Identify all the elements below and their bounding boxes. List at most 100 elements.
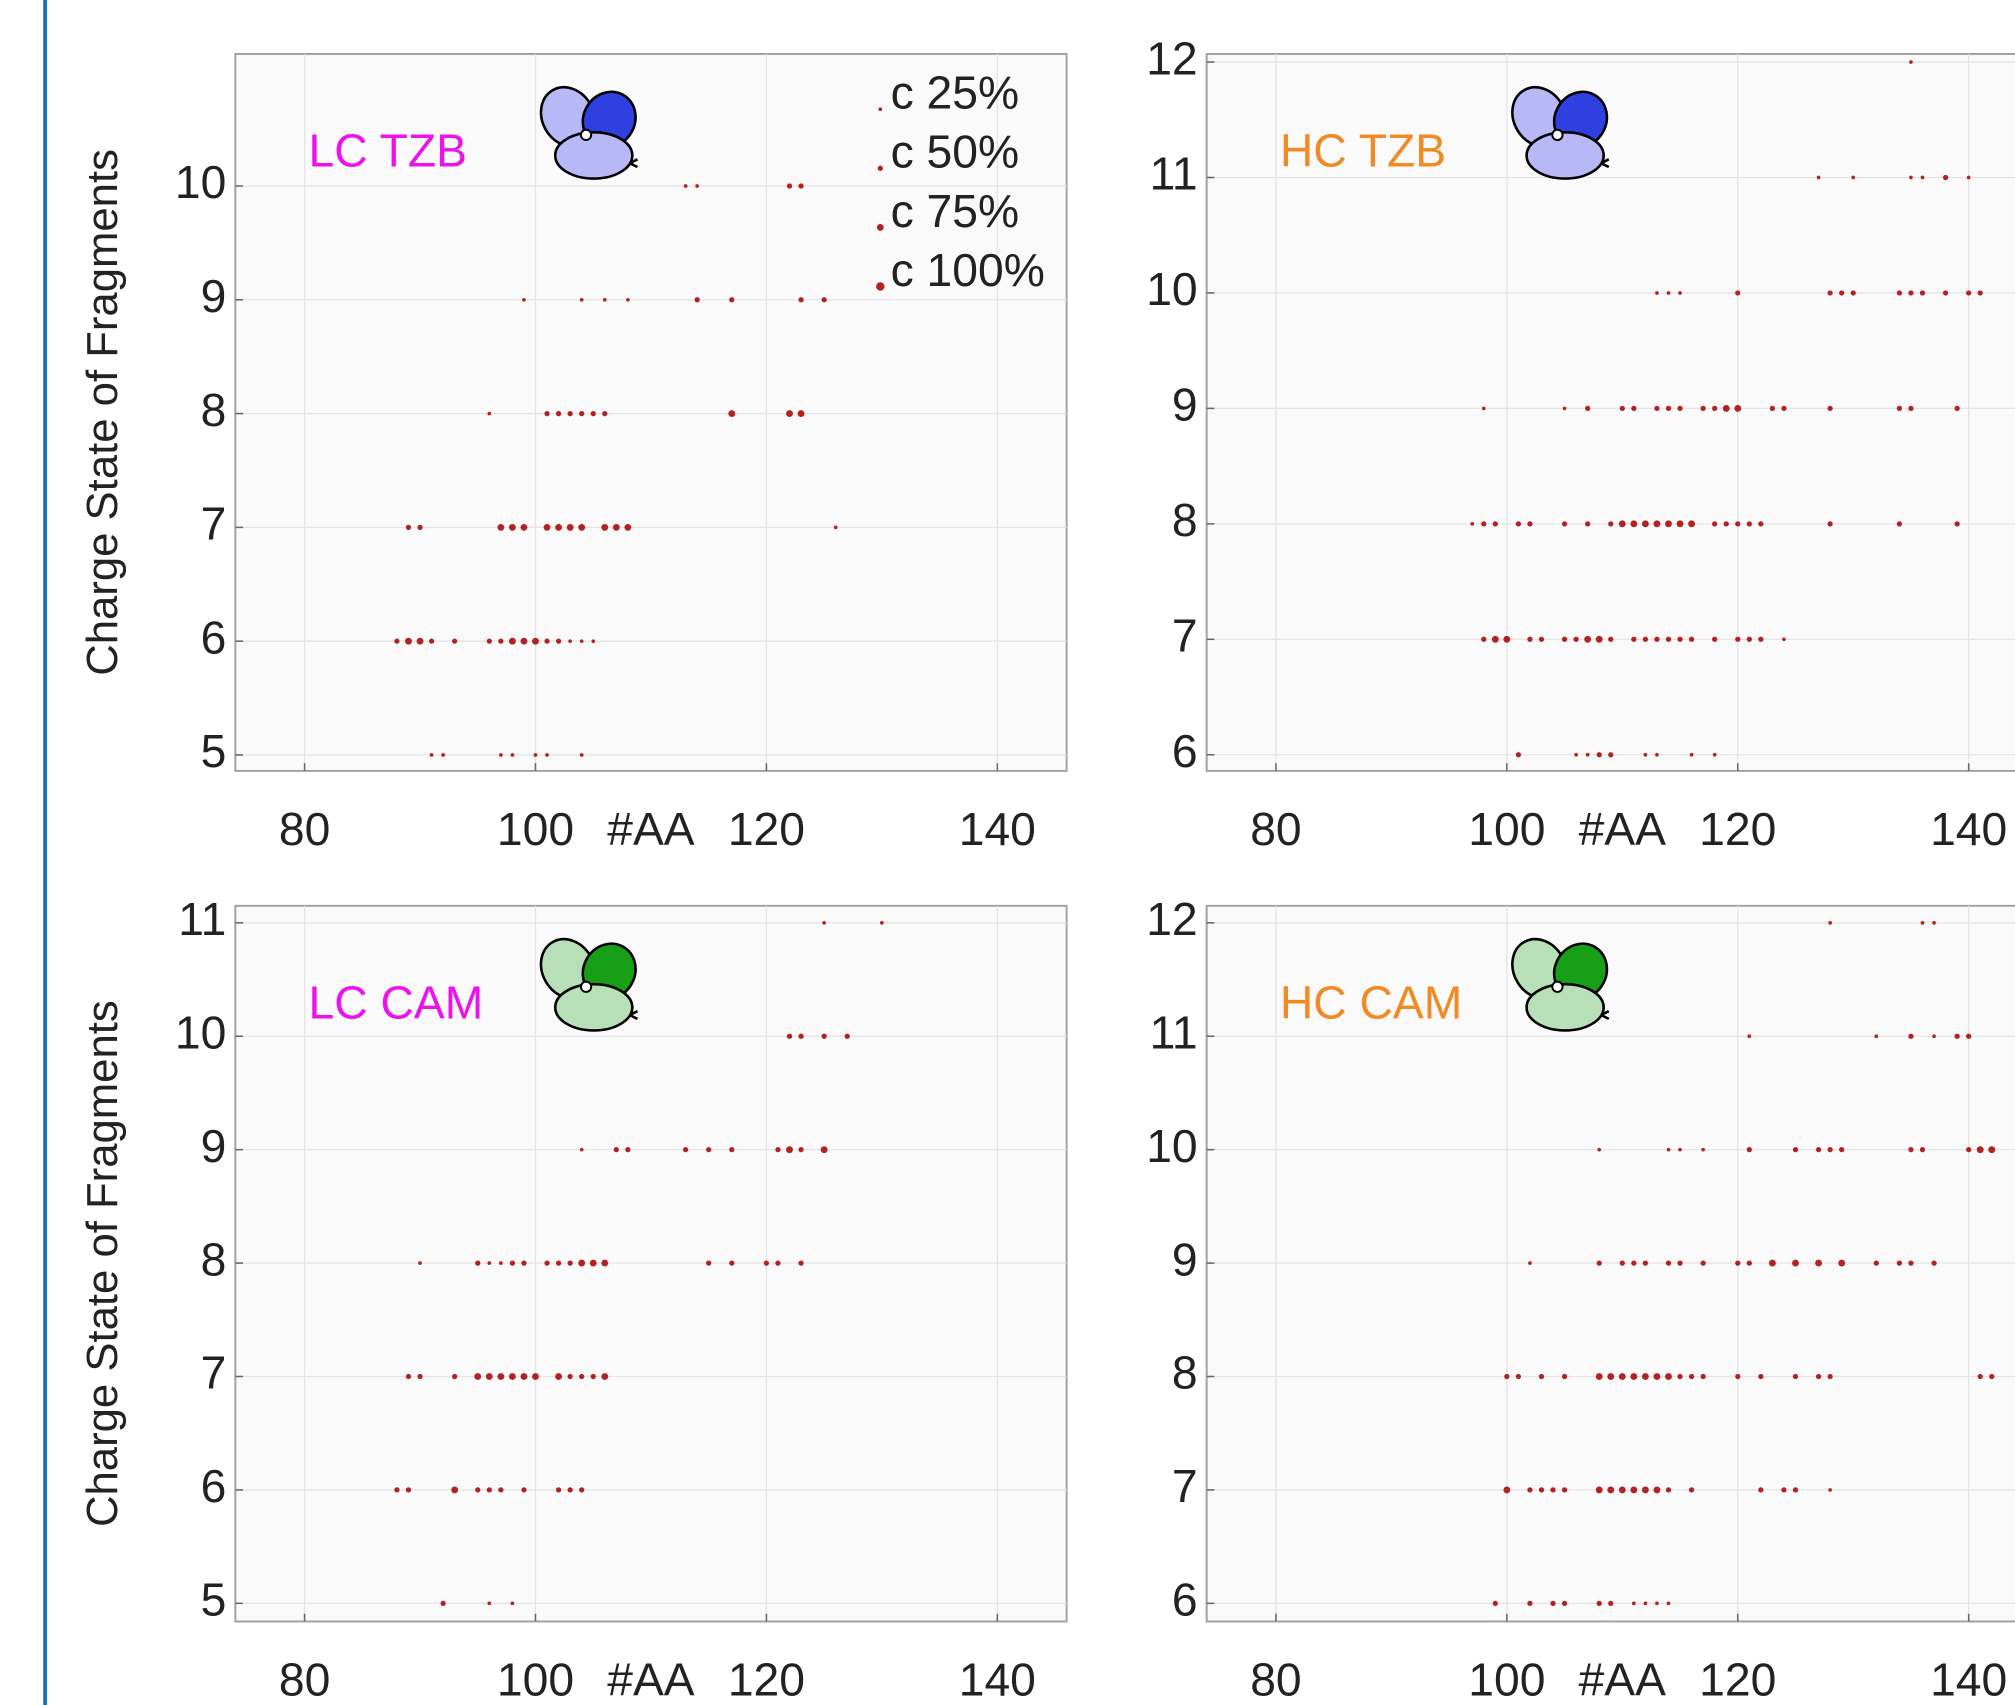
data-point <box>1585 405 1591 412</box>
data-point <box>880 921 884 925</box>
data-point <box>1561 636 1568 642</box>
data-point <box>1792 1259 1799 1267</box>
data-point <box>497 523 505 531</box>
data-point <box>520 523 528 531</box>
data-point <box>1666 1601 1671 1606</box>
data-point <box>555 1487 562 1493</box>
x-axis-label: #AA <box>607 803 695 855</box>
data-point <box>1538 1487 1545 1493</box>
data-point <box>1596 1260 1602 1266</box>
panel-title: LC TZB <box>309 124 468 176</box>
data-point <box>510 1601 515 1606</box>
y-tick-label: 10 <box>1146 1120 1197 1172</box>
data-point <box>1562 406 1567 411</box>
data-point <box>1735 636 1741 642</box>
data-point <box>1654 636 1660 642</box>
data-point <box>487 1261 492 1265</box>
data-point <box>1966 1147 1972 1153</box>
data-point <box>1723 521 1729 527</box>
data-point <box>798 183 804 189</box>
data-point <box>1735 521 1741 527</box>
data-point <box>589 1259 597 1267</box>
data-point <box>1828 921 1832 925</box>
data-point <box>1574 752 1578 757</box>
data-point <box>521 1260 527 1266</box>
data-point <box>1919 1147 1926 1153</box>
data-point <box>1896 405 1903 412</box>
data-point <box>1666 1147 1671 1152</box>
data-point <box>1758 1487 1764 1493</box>
data-point <box>1585 521 1591 527</box>
y-tick-label: 5 <box>201 725 227 777</box>
y-tick-label: 10 <box>1146 263 1197 315</box>
data-point <box>1735 1373 1741 1380</box>
panel-title: HC CAM <box>1280 976 1462 1028</box>
x-tick-label: 100 <box>497 1653 574 1705</box>
data-point <box>1908 405 1914 412</box>
data-point <box>1827 1147 1833 1153</box>
data-point <box>1654 405 1660 412</box>
data-point <box>1596 1600 1602 1606</box>
data-point <box>1758 1373 1764 1380</box>
legend-marker <box>876 223 884 231</box>
data-point <box>798 1033 804 1039</box>
data-point <box>1653 520 1661 528</box>
data-point <box>786 183 793 189</box>
data-point <box>532 1373 539 1380</box>
data-point <box>498 638 504 644</box>
icon-lobe <box>553 131 634 180</box>
data-point <box>1527 636 1533 642</box>
data-point <box>1909 60 1913 64</box>
data-point <box>1491 635 1499 643</box>
data-point <box>1642 636 1649 642</box>
data-point <box>1712 405 1718 412</box>
plot-area <box>234 53 1068 772</box>
data-point <box>1585 752 1590 757</box>
icon-lobe <box>1525 131 1605 180</box>
data-point <box>1827 521 1833 527</box>
data-point <box>1677 636 1683 642</box>
data-point <box>1942 290 1949 296</box>
data-point <box>499 1261 503 1265</box>
data-point <box>579 1487 585 1493</box>
data-point <box>775 1147 781 1153</box>
data-point <box>1595 635 1603 643</box>
data-point <box>625 1147 631 1153</box>
data-point <box>485 1373 493 1380</box>
data-point <box>1504 1373 1510 1380</box>
data-point <box>1538 1373 1545 1380</box>
data-point <box>821 297 827 303</box>
data-point <box>1538 636 1545 642</box>
data-point <box>1838 1259 1846 1267</box>
data-point <box>1618 1486 1626 1494</box>
icon-hinge <box>1551 980 1564 993</box>
data-point <box>1470 522 1475 526</box>
data-point <box>601 1373 609 1380</box>
data-point <box>706 1147 712 1153</box>
data-point <box>1768 1259 1776 1267</box>
x-tick-label: 80 <box>1250 1653 1301 1705</box>
data-point <box>1815 1373 1822 1380</box>
data-point <box>1608 521 1614 527</box>
x-tick-label: 140 <box>1930 803 2007 855</box>
data-point <box>1827 1373 1833 1380</box>
data-point <box>1792 1147 1799 1153</box>
data-point <box>729 1147 735 1153</box>
data-point <box>626 297 630 302</box>
data-point <box>1607 1373 1615 1380</box>
data-point <box>1896 521 1903 527</box>
data-point <box>533 753 538 757</box>
icon-lobe <box>1525 982 1605 1032</box>
icon-tail <box>629 1010 639 1021</box>
data-point <box>1688 1373 1695 1380</box>
data-point <box>1643 1601 1648 1606</box>
data-point <box>798 1147 804 1153</box>
data-point <box>394 638 400 644</box>
legend-label: c 100% <box>891 244 1045 296</box>
data-point <box>1641 1486 1649 1494</box>
data-point <box>1676 520 1684 528</box>
y-tick-label: 6 <box>201 1460 227 1512</box>
panel: 6 7 8 9 10 11 12 80 100 120 140 #AA HC TZB <box>1146 32 2015 855</box>
data-point <box>1782 637 1786 642</box>
